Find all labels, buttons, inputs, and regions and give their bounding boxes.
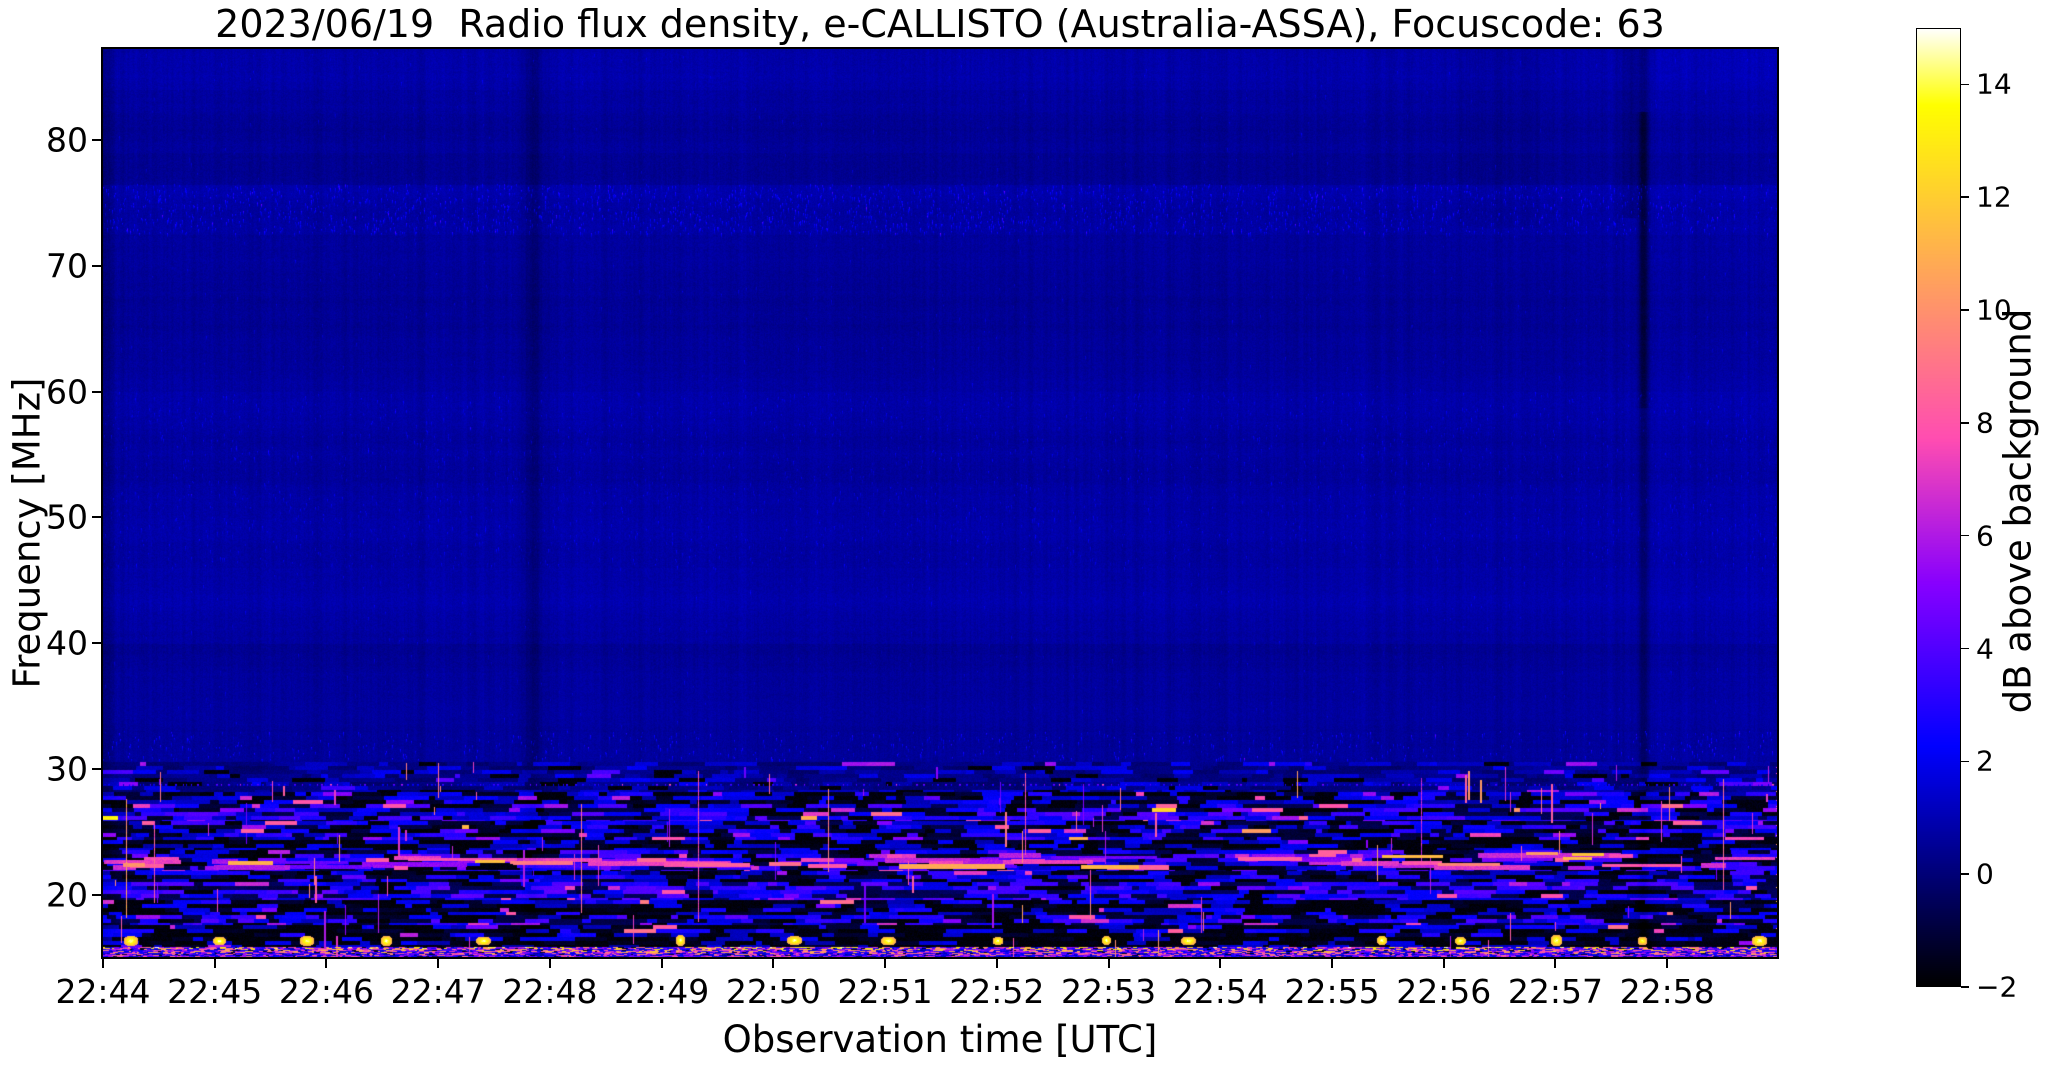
x-tick-label: 22:50: [725, 972, 821, 1011]
y-tick-label: 20: [46, 875, 88, 915]
x-tick-label: 22:45: [167, 972, 263, 1011]
colorbar-tick-label: 14: [1976, 67, 2012, 101]
x-tick-label: 22:56: [1396, 972, 1492, 1011]
colorbar-gradient: [1916, 28, 1961, 987]
colorbar-tick-label: 6: [1976, 519, 1994, 553]
x-tick-label: 22:48: [502, 972, 598, 1011]
chart-title: 2023/06/19 Radio flux density, e-CALLIST…: [215, 2, 1665, 46]
x-tick-label: 22:51: [837, 972, 933, 1011]
x-tick-mark: [1666, 958, 1669, 968]
x-tick-label: 22:46: [278, 972, 375, 1011]
colorbar-tick-label: 8: [1976, 406, 1994, 440]
x-tick-mark: [1554, 958, 1557, 968]
x-tick-mark: [437, 958, 440, 968]
colorbar-tick-mark: [1961, 760, 1969, 763]
y-tick-mark: [92, 642, 102, 645]
colorbar-tick-mark: [1961, 534, 1969, 537]
x-tick-mark: [1442, 958, 1445, 968]
x-tick-label: 22:49: [614, 972, 710, 1011]
y-tick-mark: [92, 516, 102, 519]
x-tick-label: 22:52: [949, 972, 1045, 1011]
x-tick-label: 22:57: [1507, 972, 1604, 1011]
colorbar-tick-mark: [1961, 647, 1969, 650]
x-tick-mark: [1107, 958, 1110, 968]
spectrogram-heatmap: [101, 47, 1779, 959]
x-tick-mark: [772, 958, 775, 968]
y-tick-mark: [92, 390, 102, 393]
x-tick-mark: [884, 958, 887, 968]
x-tick-label: 22:44: [55, 972, 151, 1011]
y-tick-mark: [92, 893, 102, 896]
x-tick-label: 22:58: [1619, 972, 1715, 1011]
y-tick-mark: [92, 768, 102, 771]
x-tick-mark: [1219, 958, 1222, 968]
y-tick-mark: [92, 264, 102, 267]
colorbar-tick-label: 12: [1976, 180, 2012, 214]
colorbar-tick-mark: [1961, 309, 1969, 311]
x-tick-mark: [548, 958, 551, 968]
colorbar-tick-mark: [1961, 422, 1969, 424]
y-tick-label: 80: [46, 120, 88, 160]
y-tick-label: 40: [46, 623, 88, 663]
y-tick-mark: [92, 139, 102, 141]
x-tick-label: 22:54: [1172, 972, 1268, 1011]
x-tick-mark: [102, 958, 104, 968]
x-tick-label: 22:47: [390, 972, 486, 1011]
y-tick-label: 30: [46, 749, 88, 789]
colorbar-tick-mark: [1961, 83, 1969, 86]
x-axis-label: Observation time [UTC]: [722, 1018, 1158, 1061]
colorbar-tick-label: 10: [1976, 293, 2012, 327]
colorbar-tick-mark: [1961, 196, 1969, 198]
x-tick-mark: [660, 958, 663, 968]
x-tick-mark: [213, 958, 216, 968]
colorbar-tick-mark: [1961, 986, 1969, 988]
x-tick-label: 22:55: [1284, 972, 1380, 1011]
x-tick-mark: [995, 958, 998, 968]
x-tick-mark: [1331, 958, 1334, 968]
colorbar-label: dB above background: [1996, 308, 2040, 714]
y-tick-label: 70: [46, 246, 88, 286]
y-tick-label: 60: [46, 372, 88, 412]
colorbar-tick-label: 4: [1976, 632, 1994, 666]
colorbar-tick-mark: [1961, 873, 1969, 875]
colorbar-tick-label: −2: [1976, 970, 2018, 1004]
x-tick-label: 22:53: [1061, 972, 1157, 1011]
colorbar-tick-label: 2: [1976, 744, 1994, 778]
x-tick-mark: [325, 958, 328, 968]
y-tick-label: 50: [46, 497, 88, 537]
colorbar-tick-label: 0: [1976, 857, 1994, 891]
